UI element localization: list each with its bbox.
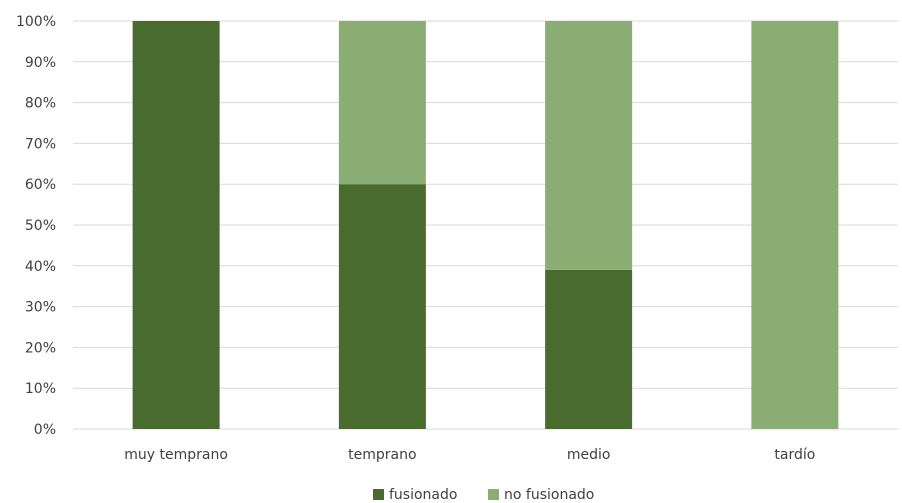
y-tick-label-7: 70% [25, 136, 56, 152]
y-tick-label-8: 80% [25, 96, 56, 112]
y-tick-label-0: 0% [34, 422, 56, 438]
legend-label-no-fusionado: no fusionado [504, 487, 594, 503]
x-axis-ticks: muy temprano temprano medio tardío [124, 447, 815, 463]
bar-fusionado-1 [338, 184, 426, 429]
bar-no-fusionado-2 [545, 21, 633, 270]
y-axis-ticks: 0% 10% 20% 30% 40% 50% 60% 70% 80% 90% 100% [16, 14, 56, 438]
y-tick-label-5: 50% [25, 218, 56, 234]
y-tick-label-6: 60% [25, 177, 56, 193]
x-tick-label-2: medio [567, 447, 611, 463]
legend: fusionado no fusionado [373, 487, 594, 503]
y-tick-label-3: 30% [25, 300, 56, 316]
x-tick-label-3: tardío [774, 447, 815, 463]
y-tick-label-1: 10% [25, 381, 56, 397]
legend-label-fusionado: fusionado [389, 487, 457, 503]
bar-fusionado-2 [545, 269, 633, 429]
y-tick-label-2: 20% [25, 340, 56, 356]
bar-no-fusionado-3 [751, 21, 839, 429]
bar-no-fusionado-1 [338, 21, 426, 185]
bar-fusionado-0 [132, 21, 220, 429]
bars [132, 21, 839, 429]
legend-swatch-no-fusionado [488, 489, 499, 500]
y-tick-label-10: 100% [16, 14, 56, 30]
y-tick-label-9: 90% [25, 55, 56, 71]
x-tick-label-0: muy temprano [124, 447, 228, 463]
x-tick-label-1: temprano [348, 447, 416, 463]
legend-swatch-fusionado [373, 489, 384, 500]
y-tick-label-4: 40% [25, 259, 56, 275]
